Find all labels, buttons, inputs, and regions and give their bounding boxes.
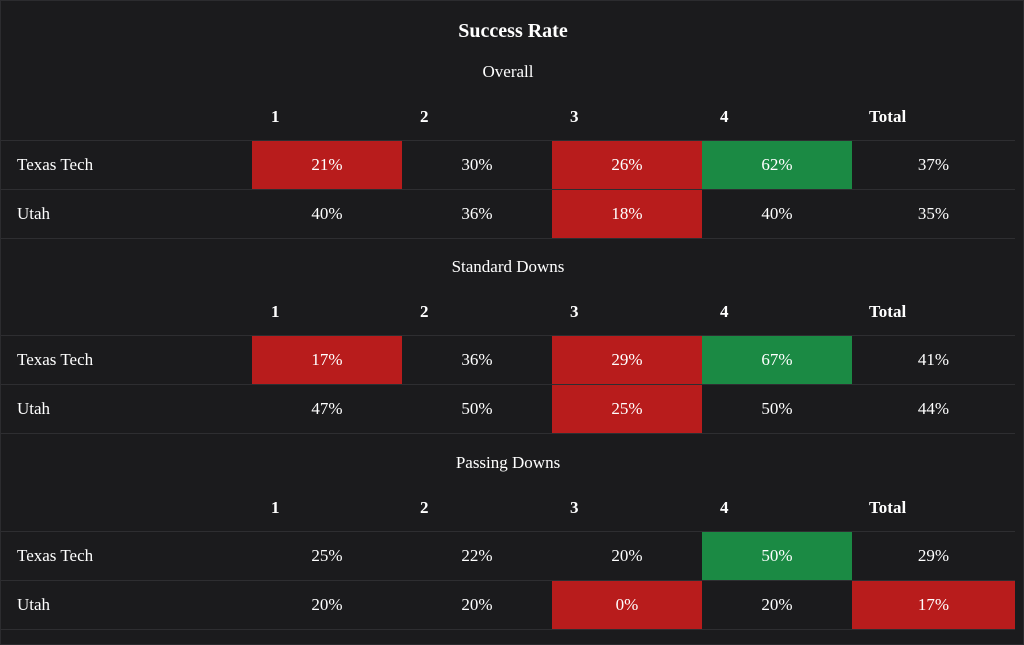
table-cell: 29% bbox=[552, 336, 702, 384]
column-header-row: 1 2 3 4 Total bbox=[1, 93, 1015, 141]
table-cell: 18% bbox=[552, 190, 702, 238]
table-cell: 20% bbox=[611, 546, 643, 565]
table-cell: 62% bbox=[702, 141, 852, 189]
column-header: 3 bbox=[570, 302, 579, 321]
column-header: Total bbox=[869, 498, 907, 517]
team-name: Utah bbox=[17, 399, 51, 418]
column-header: 3 bbox=[570, 107, 579, 126]
table-cell: 29% bbox=[917, 546, 950, 565]
table-cell: 0% bbox=[552, 581, 702, 629]
team-name: Utah bbox=[17, 595, 51, 614]
table-cell: 50% bbox=[702, 532, 852, 580]
column-header: 3 bbox=[570, 498, 579, 517]
table-row: Texas Tech 21% 30% 26% 62% 37% bbox=[1, 140, 1015, 189]
table-cell: 36% bbox=[461, 350, 493, 369]
table-cell: 41% bbox=[917, 350, 950, 369]
column-header: 2 bbox=[420, 107, 429, 126]
team-name: Texas Tech bbox=[17, 350, 94, 369]
table-cell: 40% bbox=[761, 204, 793, 223]
table-cell: 36% bbox=[461, 204, 493, 223]
column-header: 2 bbox=[420, 498, 429, 517]
table-cell: 50% bbox=[461, 399, 493, 418]
table-cell: 67% bbox=[702, 336, 852, 384]
table-cell: 21% bbox=[252, 141, 402, 189]
team-name: Texas Tech bbox=[17, 155, 94, 174]
table-cell: 25% bbox=[311, 546, 343, 565]
table-row: Texas Tech 17% 36% 29% 67% 41% bbox=[1, 335, 1015, 384]
column-header: Total bbox=[869, 107, 907, 126]
table-row: Utah 47% 50% 25% 50% 44% bbox=[1, 384, 1015, 434]
column-header-row: 1 2 3 4 Total bbox=[1, 484, 1015, 532]
table-cell: 17% bbox=[252, 336, 402, 384]
team-name: Texas Tech bbox=[17, 546, 94, 565]
table-cell: 44% bbox=[917, 399, 950, 418]
column-header: 1 bbox=[271, 498, 280, 517]
column-header: 1 bbox=[271, 107, 280, 126]
table-cell: 22% bbox=[461, 546, 493, 565]
table-cell: 26% bbox=[552, 141, 702, 189]
section-title: Passing Downs bbox=[455, 453, 561, 472]
table-cell: 20% bbox=[761, 595, 793, 614]
column-header: 1 bbox=[271, 302, 280, 321]
column-header: 2 bbox=[420, 302, 429, 321]
section-title: Overall bbox=[482, 62, 534, 81]
team-name: Utah bbox=[17, 204, 51, 223]
table-cell: 17% bbox=[852, 581, 1015, 629]
table-row: Utah 20% 20% 0% 20% 17% bbox=[1, 580, 1015, 630]
table-cell: 20% bbox=[311, 595, 343, 614]
column-header: 4 bbox=[720, 107, 729, 126]
section-title: Standard Downs bbox=[451, 257, 565, 276]
column-header: Total bbox=[869, 302, 907, 321]
table-cell: 30% bbox=[461, 155, 493, 174]
table-row: Utah 40% 36% 18% 40% 35% bbox=[1, 189, 1015, 239]
table-row: Texas Tech 25% 22% 20% 50% 29% bbox=[1, 531, 1015, 580]
table-cell: 50% bbox=[761, 399, 793, 418]
column-header: 4 bbox=[720, 302, 729, 321]
table-cell: 25% bbox=[552, 385, 702, 433]
table-cell: 40% bbox=[311, 204, 343, 223]
table-cell: 20% bbox=[461, 595, 493, 614]
table-cell: 37% bbox=[917, 155, 950, 174]
column-header: 4 bbox=[720, 498, 729, 517]
page-title: Success Rate bbox=[458, 20, 568, 42]
table-cell: 35% bbox=[917, 204, 950, 223]
column-header-row: 1 2 3 4 Total bbox=[1, 288, 1015, 336]
table-cell: 47% bbox=[311, 399, 343, 418]
